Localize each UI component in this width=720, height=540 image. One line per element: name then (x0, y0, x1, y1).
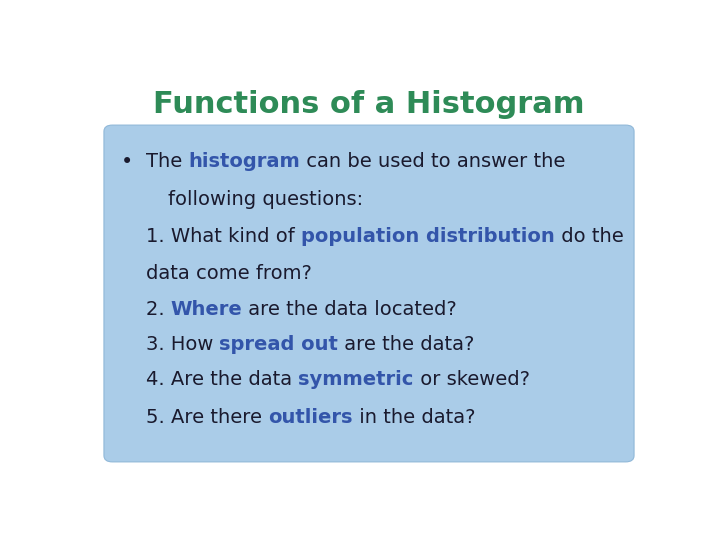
Text: data come from?: data come from? (145, 265, 312, 284)
Text: population distribution: population distribution (301, 227, 554, 246)
Text: 1. What kind of: 1. What kind of (145, 227, 301, 246)
Text: are the data?: are the data? (338, 335, 474, 354)
Text: 2.: 2. (145, 300, 171, 319)
Text: •: • (121, 152, 133, 172)
Text: following questions:: following questions: (168, 190, 364, 208)
Text: in the data?: in the data? (353, 408, 475, 427)
Text: Where: Where (171, 300, 243, 319)
Text: histogram: histogram (189, 152, 300, 171)
Text: Functions of a Histogram: Functions of a Histogram (153, 90, 585, 119)
Text: can be used to answer the: can be used to answer the (300, 152, 565, 171)
Text: The: The (145, 152, 189, 171)
Text: do the: do the (554, 227, 624, 246)
Text: 4. Are the data: 4. Are the data (145, 370, 298, 389)
Text: symmetric: symmetric (298, 370, 413, 389)
Text: are the data located?: are the data located? (243, 300, 457, 319)
Text: or skewed?: or skewed? (413, 370, 529, 389)
FancyBboxPatch shape (104, 125, 634, 462)
Text: spread out: spread out (220, 335, 338, 354)
Text: 5. Are there: 5. Are there (145, 408, 268, 427)
Text: outliers: outliers (268, 408, 353, 427)
Text: 3. How: 3. How (145, 335, 220, 354)
